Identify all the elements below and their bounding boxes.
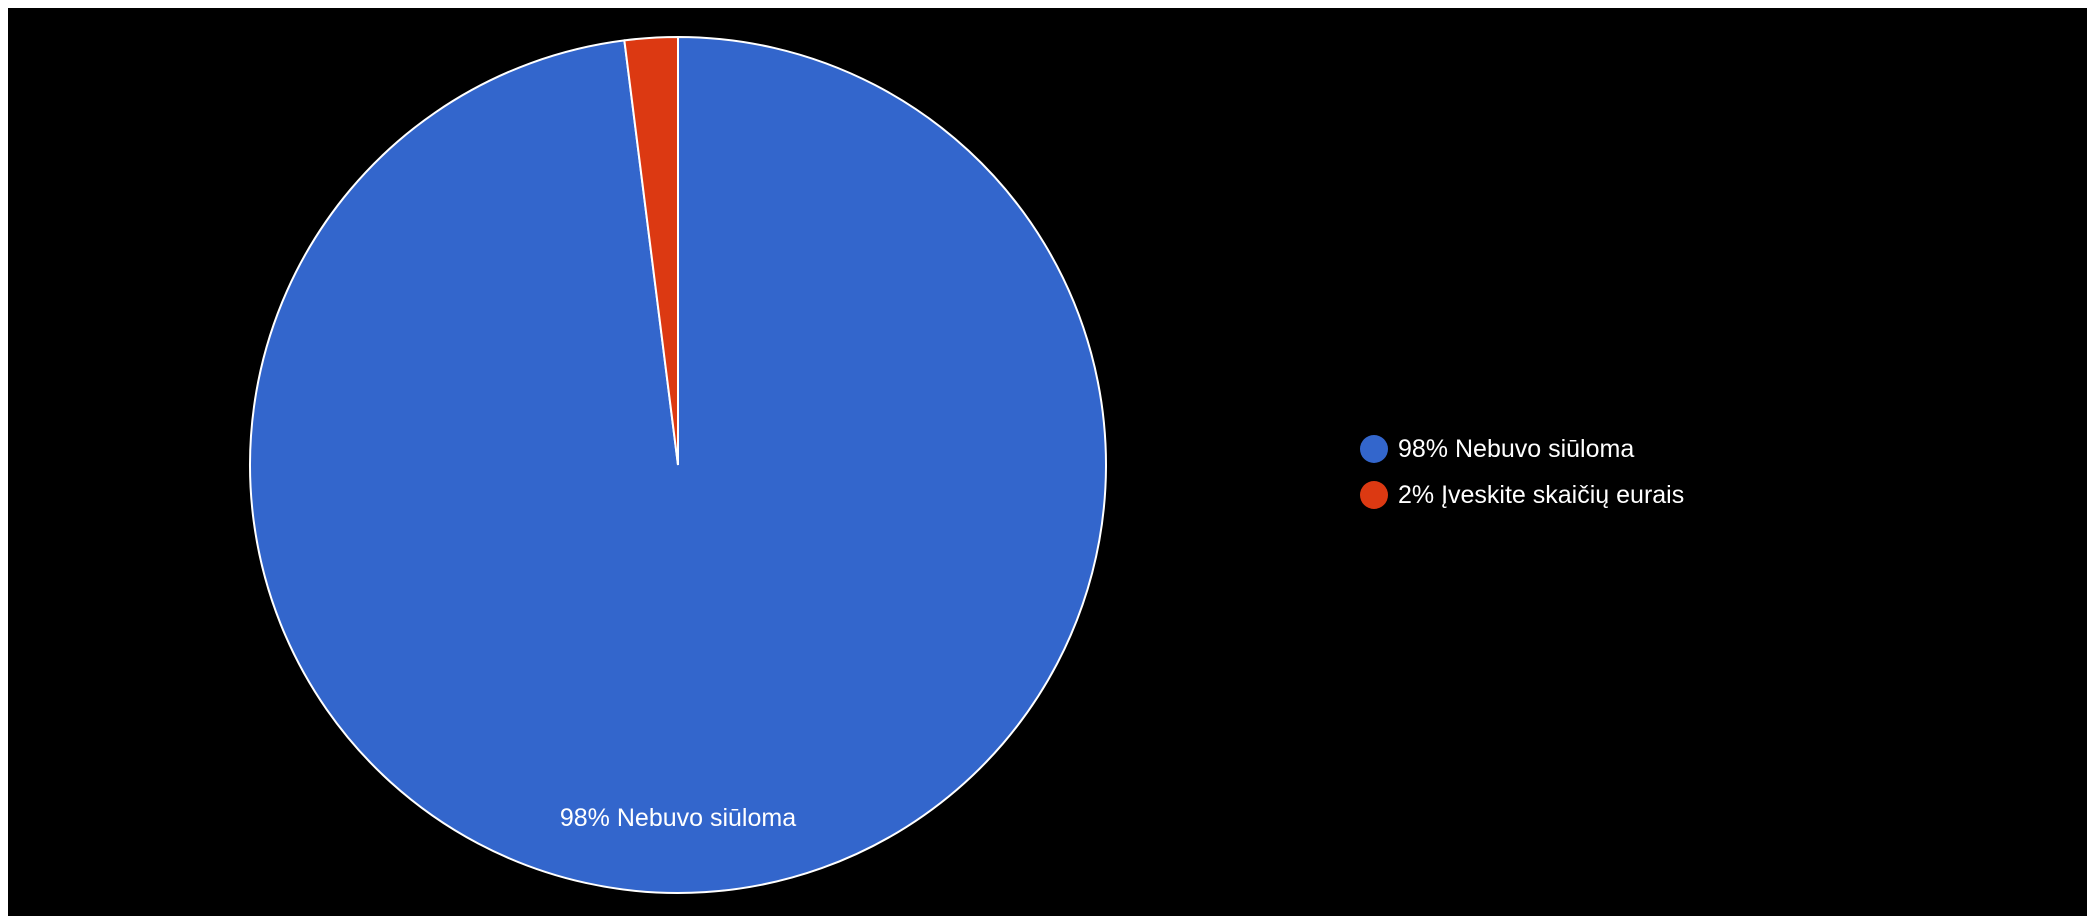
- legend-item-nebuvo-siuloma[interactable]: 98% Nebuvo siūloma: [1360, 426, 1684, 472]
- pie-slices: [249, 35, 1107, 894]
- chart-area: 98% Nebuvo siūloma 98% Nebuvo siūloma 2%…: [8, 8, 2087, 916]
- legend-label: 98% Nebuvo siūloma: [1398, 434, 1635, 463]
- pie-slice-1[interactable]: [623, 35, 679, 466]
- pie-chart: 98% Nebuvo siūloma: [249, 35, 1107, 894]
- legend-swatch-blue: [1360, 435, 1388, 463]
- legend-swatch-red: [1360, 481, 1388, 509]
- chart-legend: 98% Nebuvo siūloma 2% Įveskite skaičių e…: [1360, 426, 1684, 518]
- legend-item-iveskite-skaiciu-eurais[interactable]: 2% Įveskite skaičių eurais: [1360, 472, 1684, 518]
- legend-label: 2% Įveskite skaičių eurais: [1398, 480, 1685, 509]
- slice-label-nebuvo-siuloma: 98% Nebuvo siūloma: [560, 804, 796, 832]
